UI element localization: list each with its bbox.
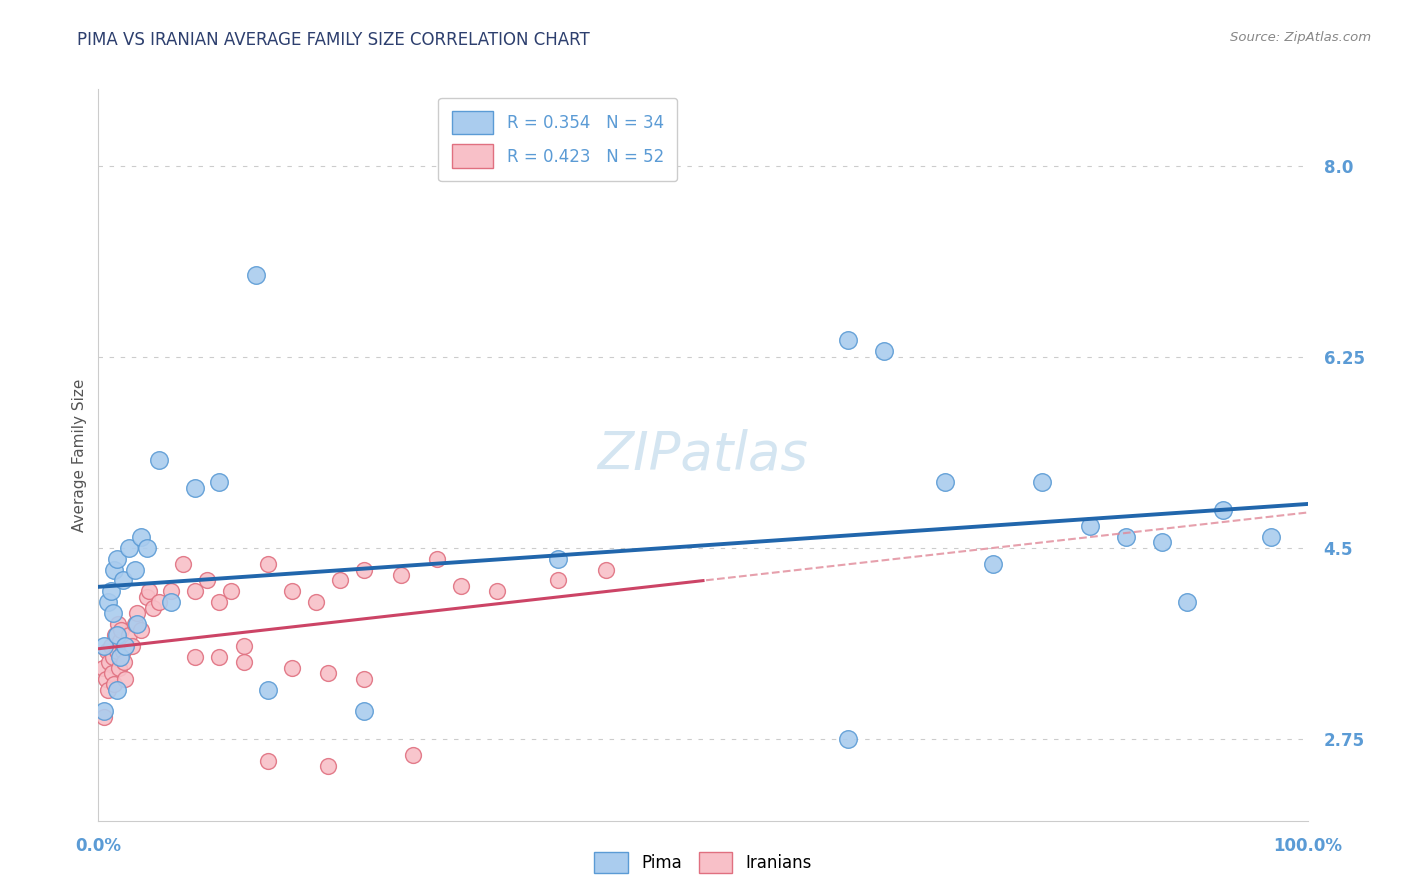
Point [256, 682, 278, 697]
Point [105, 682, 128, 697]
Point [114, 639, 136, 653]
Point [129, 530, 152, 544]
Point [1115, 530, 1137, 544]
Point [160, 595, 183, 609]
Point [232, 656, 254, 670]
Point [232, 639, 254, 653]
Point [108, 633, 131, 648]
Point [108, 649, 131, 664]
Point [1152, 535, 1174, 549]
Point [135, 590, 157, 604]
Legend: Pima, Iranians: Pima, Iranians [588, 846, 818, 880]
Point [281, 661, 304, 675]
Point [837, 731, 859, 746]
Point [1212, 502, 1234, 516]
Point [97, 595, 120, 609]
Point [221, 584, 243, 599]
Point [1260, 530, 1282, 544]
Point [245, 268, 267, 282]
Point [93, 639, 115, 653]
Point [595, 563, 617, 577]
Point [981, 557, 1004, 571]
Point [100, 666, 122, 681]
Point [208, 475, 231, 490]
Point [101, 649, 124, 664]
Point [118, 541, 141, 555]
Point [97, 682, 120, 697]
Point [353, 705, 375, 719]
Point [1031, 475, 1053, 490]
Point [195, 574, 218, 588]
Point [111, 574, 134, 588]
Text: PIMA VS IRANIAN AVERAGE FAMILY SIZE CORRELATION CHART: PIMA VS IRANIAN AVERAGE FAMILY SIZE CORR… [77, 31, 591, 49]
Point [353, 672, 375, 686]
Point [389, 568, 412, 582]
Point [93, 710, 115, 724]
Point [329, 574, 352, 588]
Point [121, 639, 143, 653]
Point [142, 600, 165, 615]
Point [127, 617, 149, 632]
Point [281, 584, 304, 599]
Point [118, 628, 141, 642]
Point [316, 759, 339, 773]
Point [112, 656, 135, 670]
Point [934, 475, 956, 490]
Point [135, 541, 157, 555]
Point [486, 584, 509, 599]
Point [138, 584, 160, 599]
Point [148, 595, 170, 609]
Point [100, 639, 122, 653]
Point [124, 563, 146, 577]
Point [1078, 519, 1101, 533]
Point [353, 563, 375, 577]
Point [256, 754, 278, 768]
Point [450, 579, 472, 593]
Point [96, 644, 118, 658]
Point [105, 644, 128, 658]
Point [110, 623, 132, 637]
Point [107, 617, 129, 632]
Point [256, 557, 278, 571]
Point [402, 748, 425, 763]
Point [148, 453, 170, 467]
Point [184, 649, 207, 664]
Point [1175, 595, 1198, 609]
Legend: R = 0.354   N = 34, R = 0.423   N = 52: R = 0.354 N = 34, R = 0.423 N = 52 [439, 97, 678, 181]
Point [103, 677, 125, 691]
Point [208, 595, 231, 609]
Point [305, 595, 328, 609]
Point [91, 661, 114, 675]
Y-axis label: Average Family Size: Average Family Size [72, 378, 87, 532]
Point [124, 617, 146, 632]
Point [111, 644, 134, 658]
Point [316, 666, 339, 681]
Point [103, 563, 125, 577]
Text: ZIPatlas: ZIPatlas [598, 429, 808, 481]
Point [184, 481, 207, 495]
Point [129, 623, 152, 637]
Point [108, 661, 131, 675]
Point [547, 574, 569, 588]
Point [94, 672, 117, 686]
Text: Source: ZipAtlas.com: Source: ZipAtlas.com [1230, 31, 1371, 45]
Point [105, 551, 128, 566]
Point [101, 606, 124, 620]
Point [100, 584, 122, 599]
Point [426, 551, 449, 566]
Point [873, 344, 896, 359]
Point [93, 705, 115, 719]
Point [184, 584, 207, 599]
Point [208, 649, 231, 664]
Point [127, 606, 149, 620]
Point [172, 557, 194, 571]
Point [105, 628, 128, 642]
Point [160, 584, 183, 599]
Point [104, 628, 127, 642]
Point [547, 551, 569, 566]
Point [837, 333, 859, 347]
Point [114, 672, 136, 686]
Point [98, 656, 121, 670]
